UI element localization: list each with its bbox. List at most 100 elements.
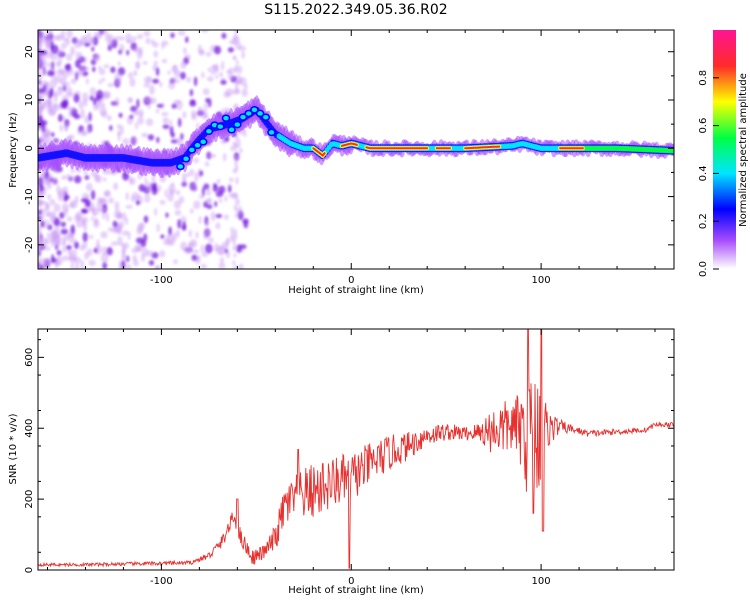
- spectrogram-speckle: [138, 184, 146, 192]
- spectrogram-speckle: [156, 223, 160, 233]
- spectrogram-speckle: [189, 239, 198, 248]
- spectrogram-speckle: [64, 64, 70, 71]
- spectrogram-speckle: [79, 129, 86, 136]
- spectrogram-speckle: [61, 175, 67, 180]
- spectrogram-speckle: [140, 253, 146, 262]
- spectrogram-speckle: [83, 99, 88, 107]
- spectrogram-speckle: [194, 172, 199, 183]
- spectrogram-speckle: [51, 254, 55, 264]
- spectrogram-speckle: [234, 103, 238, 109]
- ridge-blob: [181, 155, 191, 163]
- spectrogram-speckle: [225, 250, 231, 259]
- spectrogram-speckle: [96, 238, 100, 249]
- spectrogram-speckle: [144, 177, 148, 185]
- spectrogram-speckle: [54, 241, 61, 248]
- spectrogram-speckle: [218, 262, 226, 269]
- spectrogram-speckle: [189, 89, 194, 97]
- spectrogram-speckle: [119, 35, 125, 41]
- spectrogram-speckle: [145, 181, 152, 192]
- spectrogram-speckle: [63, 99, 69, 108]
- spectrogram-speckle: [45, 178, 51, 186]
- spectrogram-speckle: [238, 45, 247, 51]
- spectrogram-speckle: [161, 58, 168, 64]
- spectrogram-speckle: [201, 113, 209, 120]
- spectrogram-speckle: [88, 112, 92, 122]
- spectrogram-speckle: [120, 125, 124, 135]
- spectrogram-speckle: [186, 172, 191, 177]
- spectrogram-speckle: [117, 212, 123, 220]
- colorbar-tick-label: 0.6: [698, 118, 709, 134]
- spectrogram-xlabel: Height of straight line (km): [288, 285, 424, 296]
- colorbar-tick-label: 0.8: [698, 70, 709, 86]
- spectrogram-speckle: [189, 100, 197, 107]
- spectrogram-speckle: [131, 36, 137, 42]
- spectrogram-speckle: [206, 204, 213, 210]
- spectrogram-speckle: [125, 217, 129, 226]
- spectrogram-speckle: [192, 249, 200, 254]
- spectrogram-speckle: [155, 108, 160, 114]
- spectrogram-speckle: [229, 177, 234, 183]
- spectrogram-speckle: [235, 82, 239, 88]
- spectrogram-speckle: [65, 86, 73, 96]
- spectrogram-speckle: [173, 99, 181, 105]
- spectrogram-speckle: [102, 177, 107, 182]
- spectrogram-speckle: [205, 220, 209, 228]
- spectrogram-speckle: [220, 60, 225, 71]
- spectrogram-speckle: [131, 195, 135, 203]
- spectrogram-speckle: [69, 201, 75, 209]
- ridge-blob: [193, 141, 202, 150]
- spectrogram-speckle: [82, 239, 88, 250]
- spectrogram-speckle: [155, 265, 160, 269]
- spectrogram-speckle: [148, 260, 155, 266]
- spectrogram-speckle: [115, 97, 120, 107]
- spectrogram-speckle: [125, 39, 134, 44]
- spectrogram-speckle: [186, 76, 192, 83]
- spectrogram-speckle: [191, 109, 196, 119]
- spectrogram-speckle: [86, 32, 92, 39]
- spectrogram-speckle: [189, 168, 195, 177]
- spectrogram-speckle: [38, 56, 43, 65]
- spectrogram-speckle: [52, 103, 57, 110]
- spectrogram-speckle: [89, 95, 94, 101]
- spectrogram-speckle: [235, 59, 239, 65]
- spectrogram-speckle: [73, 256, 82, 264]
- spectrogram-speckle: [125, 192, 130, 201]
- spectrogram-speckle: [40, 220, 45, 228]
- spectrogram-speckle: [117, 60, 121, 67]
- spectrogram-speckle: [232, 142, 237, 148]
- spectrogram-speckle: [38, 236, 42, 245]
- spectrogram-speckle: [81, 216, 89, 224]
- spectrogram-ylabel: Frequency (Hz): [8, 112, 19, 188]
- spectrogram-speckle: [208, 153, 217, 158]
- ridge-blob: [261, 113, 271, 121]
- spectrogram-speckle: [97, 196, 102, 203]
- spectrogram-speckle: [54, 61, 61, 66]
- spectrogram-speckle: [214, 201, 218, 207]
- spectrogram-speckle: [41, 71, 46, 77]
- spectrogram-speckle: [109, 125, 113, 131]
- spectrogram-speckle: [70, 51, 75, 56]
- spectrogram-speckle: [152, 41, 159, 48]
- x-tick-label: 0: [348, 576, 354, 587]
- spectrogram-speckle: [162, 124, 170, 129]
- spectrogram-speckle: [73, 93, 80, 103]
- spectrogram-speckle: [81, 66, 90, 71]
- spectrogram-speckle: [38, 177, 44, 187]
- spectrogram-speckle: [56, 184, 61, 195]
- snr-line: [38, 329, 674, 569]
- y-tick-label: 0: [24, 567, 35, 573]
- spectrogram-speckle: [143, 76, 151, 84]
- spectrogram-speckle: [112, 220, 118, 228]
- spectrogram-speckle: [40, 138, 45, 144]
- spectrogram-speckle: [61, 202, 69, 213]
- spectrogram-speckle: [207, 75, 214, 82]
- spectrogram-speckle: [106, 115, 112, 121]
- ridge-blob: [255, 109, 265, 118]
- spectrogram-speckle: [235, 86, 239, 92]
- spectrogram-speckle: [130, 135, 138, 145]
- spectrogram-speckle: [215, 63, 219, 74]
- ridge-blob: [198, 138, 208, 146]
- spectrogram-speckle: [129, 114, 134, 120]
- spectrogram-speckle: [80, 65, 84, 75]
